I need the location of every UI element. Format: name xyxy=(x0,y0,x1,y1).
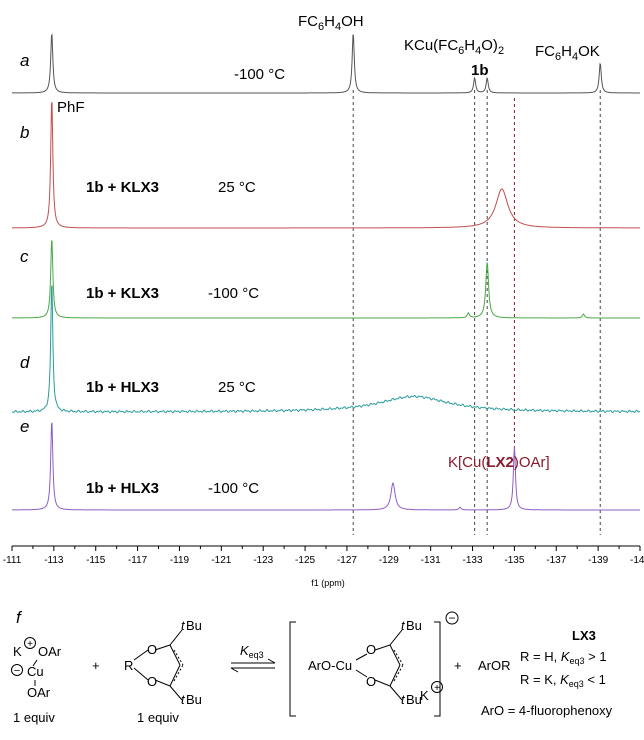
row-label-b: b xyxy=(20,123,29,142)
svg-text:O: O xyxy=(366,642,376,657)
svg-text:K: K xyxy=(420,688,429,703)
sample-b: 1b + KLX3 xyxy=(86,179,159,196)
row-label-a: a xyxy=(20,51,29,70)
row-label-d: d xyxy=(20,353,30,372)
product-complex xyxy=(289,621,441,717)
x-tick-label: -137 xyxy=(546,555,566,566)
svg-text:ArO-Cu: ArO-Cu xyxy=(308,658,352,673)
sample-d: 1b + HLX3 xyxy=(86,379,159,396)
x-tick-label: -125 xyxy=(295,555,315,566)
svg-text:−: − xyxy=(448,611,455,625)
aror-label: ArOR xyxy=(478,658,511,673)
x-tick-label: -119 xyxy=(170,555,190,566)
scheme-label: f xyxy=(16,608,23,627)
cond-r-k: R = K, Keq3 < 1 xyxy=(520,672,606,689)
lx3-label: LX3 xyxy=(572,628,596,643)
cond-b: 25 °C xyxy=(218,179,256,196)
equilibrium-arrow xyxy=(230,658,276,673)
svg-text:O: O xyxy=(366,674,376,689)
cond-r-h: R = H, Keq3 > 1 xyxy=(520,649,607,666)
annot-phf: PhF xyxy=(57,99,85,116)
svg-text:t: t xyxy=(401,692,406,707)
svg-text:Bu: Bu xyxy=(406,618,422,633)
row-label-e: e xyxy=(20,417,29,436)
svg-text:R: R xyxy=(124,658,133,673)
reference-dashed-lines xyxy=(352,90,601,535)
svg-text:1 equiv: 1 equiv xyxy=(137,710,179,725)
svg-text:O: O xyxy=(147,674,157,689)
svg-text:OAr: OAr xyxy=(27,685,51,700)
svg-text:t: t xyxy=(181,618,186,633)
x-tick-label: -123 xyxy=(253,555,273,566)
x-axis-label: f1 (ppm) xyxy=(311,578,345,588)
annot-kcu: KCu(FC6H4O)2 xyxy=(404,37,504,57)
x-tick-label: -131 xyxy=(421,555,441,566)
spectrum-trace-c xyxy=(12,240,640,319)
cond-d: 25 °C xyxy=(218,379,256,396)
reaction-scheme: f K + OAr − Cu OAr 1 equiv + xyxy=(11,608,613,725)
svg-text:K: K xyxy=(13,644,22,659)
x-tick-label: -139 xyxy=(588,555,608,566)
svg-text:+: + xyxy=(27,639,33,650)
svg-text:t: t xyxy=(181,692,186,707)
x-tick-label: -129 xyxy=(379,555,399,566)
svg-text:+: + xyxy=(434,683,440,694)
svg-text:Cu: Cu xyxy=(27,664,44,679)
svg-text:Bu: Bu xyxy=(186,692,202,707)
spectrum-trace-a xyxy=(12,33,640,94)
annot-1b: 1b xyxy=(471,62,489,79)
x-tick-label: -113 xyxy=(44,555,64,566)
annot-fc6h4oh: FC6H4OH xyxy=(298,13,364,33)
svg-text:OAr: OAr xyxy=(38,644,62,659)
sample-e: 1b + HLX3 xyxy=(86,480,159,497)
sample-c: 1b + KLX3 xyxy=(86,285,159,302)
annot-fc6h4ok: FC6H4OK xyxy=(535,43,600,63)
row-label-c: c xyxy=(20,247,29,266)
spectrum-trace-d xyxy=(11,285,641,414)
x-tick-label: -141 xyxy=(630,555,644,566)
x-tick-label: -135 xyxy=(504,555,524,566)
x-tick-label: -111 xyxy=(3,555,22,566)
cond-e: -100 °C xyxy=(208,480,259,497)
reactant-kcu: K + OAr − Cu OAr 1 equiv xyxy=(11,637,62,725)
x-axis: -111 -113 -115 -117 -119 -121 -123 -125 -127 -129… xyxy=(3,545,644,566)
spectrum-trace-b xyxy=(12,101,640,229)
x-tick-label: -133 xyxy=(463,555,483,566)
cond-c: -100 °C xyxy=(208,285,259,302)
svg-text:Bu: Bu xyxy=(186,618,202,633)
plus-2: + xyxy=(454,658,462,673)
x-tick-label: -117 xyxy=(128,555,148,566)
annot-kcu-lx2: K[Cu(LX2)OAr] xyxy=(448,454,550,471)
keq3-label: Keq3 xyxy=(240,643,264,660)
x-tick-label: -115 xyxy=(86,555,106,566)
reactant-ligand xyxy=(133,629,184,701)
x-tick-label: -127 xyxy=(337,555,357,566)
svg-text:1 equiv: 1 equiv xyxy=(13,710,55,725)
svg-text:t: t xyxy=(401,618,406,633)
svg-text:O: O xyxy=(147,642,157,657)
x-tick-label: -121 xyxy=(211,555,231,566)
spectra-traces xyxy=(11,33,641,511)
svg-text:Bu: Bu xyxy=(406,692,422,707)
cond-a: -100 °C xyxy=(234,66,285,83)
plus-1: + xyxy=(92,658,100,673)
spectrum-trace-e xyxy=(12,422,640,511)
svg-text:−: − xyxy=(14,665,20,677)
aro-definition: ArO = 4-fluorophenoxy xyxy=(481,703,613,718)
